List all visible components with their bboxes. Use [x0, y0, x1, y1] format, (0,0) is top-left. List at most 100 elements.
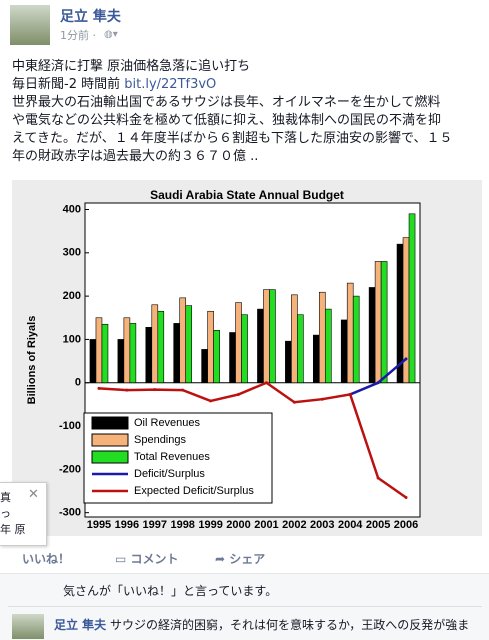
bar: [123, 317, 131, 384]
point: [209, 399, 213, 403]
bar: [117, 339, 125, 384]
comment-label: コメント: [130, 552, 179, 566]
point: [264, 381, 268, 385]
x-tick-label: 2005: [366, 519, 390, 531]
popup-text: 年 原: [0, 523, 26, 536]
legend-label: Oil Revenues: [134, 417, 201, 429]
point: [97, 386, 101, 390]
comment-avatar[interactable]: [12, 614, 44, 639]
privacy-icon[interactable]: ◍▾: [104, 29, 118, 40]
bar: [340, 319, 348, 384]
y-tick-label: 200: [63, 290, 81, 302]
bar: [89, 339, 97, 384]
bar: [151, 304, 159, 384]
post-time[interactable]: 1分前 ·: [60, 29, 96, 42]
bar: [297, 314, 304, 384]
bar: [173, 323, 181, 384]
link[interactable]: bit.ly/22Tf3vO: [124, 77, 217, 92]
bar: [257, 308, 264, 384]
legend-swatch: [91, 416, 129, 430]
source: 毎日新聞-2 時間前: [12, 77, 121, 92]
bar: [145, 327, 153, 384]
x-tick-label: 1998: [170, 519, 194, 531]
point: [404, 357, 408, 361]
x-tick-label: 2000: [226, 519, 250, 531]
bar: [324, 308, 332, 384]
chart-title: Saudi Arabia State Annual Budget: [150, 188, 344, 202]
comment-button[interactable]: ▭ コメント: [115, 552, 179, 566]
chart[interactable]: Saudi Arabia State Annual Budget Billion…: [12, 180, 482, 536]
share-label: シェア: [229, 552, 266, 566]
legend-label: Spendings: [134, 434, 186, 446]
avatar[interactable]: [10, 5, 50, 45]
bar: [235, 302, 242, 384]
point: [181, 388, 185, 392]
body-line: えてきた。だが、１４年度半ばから６割超も下落した原油安の影響で、１５: [12, 131, 453, 146]
bar: [213, 330, 220, 384]
point: [153, 388, 157, 392]
x-tick-label: 2003: [310, 519, 334, 531]
y-tick-label: -300: [59, 507, 81, 519]
y-tick-label: 100: [63, 333, 81, 345]
bar: [157, 310, 165, 384]
popup-text: っ: [0, 507, 11, 520]
line: [98, 381, 407, 499]
likes-text: 気さんが「いいね！」と言っています。: [63, 584, 278, 598]
body-line: 世界最大の石油輸出国であるサウジは長年、オイルマネーを生かして燃料: [12, 95, 441, 110]
bar: [269, 289, 276, 384]
x-tick-label: 2001: [254, 519, 278, 531]
x-tick-label: 1999: [198, 519, 222, 531]
y-tick-label: -100: [59, 420, 81, 432]
headline: 中東経済に打撃 原油価格急落に追い打ち: [12, 59, 251, 74]
point: [125, 388, 129, 392]
point: [292, 400, 296, 404]
legend-label: Total Revenues: [134, 451, 210, 463]
bar: [201, 349, 208, 384]
y-tick-label: 300: [63, 247, 81, 259]
bar: [285, 340, 292, 384]
bar: [229, 332, 236, 384]
bar: [95, 317, 103, 384]
bar: [101, 323, 109, 384]
like-button[interactable]: いいね！: [22, 552, 71, 566]
point: [348, 392, 352, 396]
point: [404, 496, 408, 500]
legend-label: Deficit/Surplus: [134, 468, 205, 480]
comment: 足立 隼夫 サウジの経済的困窮，それは何を意味するか，王政への反発が強ま: [54, 616, 469, 633]
x-tick-label: 2004: [338, 519, 363, 531]
bar: [408, 213, 416, 384]
bar: [368, 287, 376, 384]
bar: [291, 294, 298, 384]
point: [320, 397, 324, 401]
popup[interactable]: 真 っ 年 原 ✕: [0, 482, 47, 546]
x-tick-label: 1997: [143, 519, 167, 531]
point: [376, 476, 380, 480]
comment-author[interactable]: 足立 隼夫: [54, 618, 107, 632]
body-line: 年の財政赤字は過去最大の約３６７０億 ..: [12, 149, 259, 164]
y-tick-label: 0: [75, 377, 81, 389]
y-axis-label: Billions of Riyals: [26, 316, 38, 405]
comment-text: サウジの経済的困窮，それは何を意味するか，王政への反発が強ま: [110, 618, 470, 632]
source-line: 毎日新聞-2 時間前 bit.ly/22Tf3vO: [12, 76, 216, 94]
popup-text: 真: [0, 491, 11, 504]
bar: [129, 323, 137, 384]
x-tick-label: 2002: [282, 519, 306, 531]
bar: [352, 295, 360, 384]
x-tick-label: 1996: [115, 519, 139, 531]
share-button[interactable]: ➦ シェア: [215, 552, 266, 566]
bar: [380, 261, 388, 384]
bar: [312, 334, 320, 384]
point: [376, 381, 380, 385]
bar: [241, 314, 248, 384]
close-button[interactable]: ✕: [28, 487, 39, 502]
x-tick-label: 2006: [394, 519, 418, 531]
legend-label: Expected Deficit/Surplus: [134, 485, 254, 497]
bar: [263, 289, 270, 384]
legend-swatch: [91, 433, 129, 447]
x-tick-label: 1995: [87, 519, 111, 531]
point: [237, 392, 241, 396]
bar: [207, 310, 214, 384]
author-name[interactable]: 足立 隼夫: [60, 9, 121, 25]
y-tick-label: 400: [63, 203, 81, 215]
